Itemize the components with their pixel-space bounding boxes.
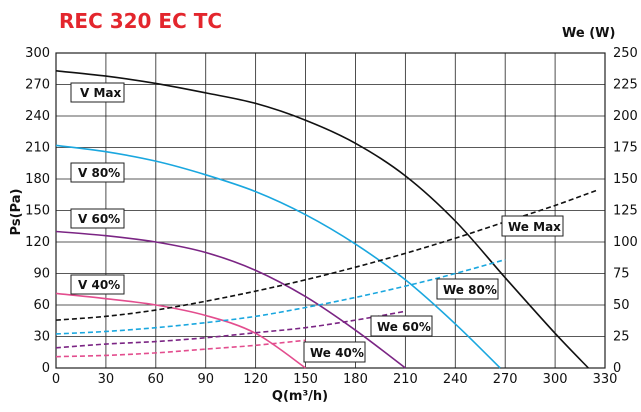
x-tick-label: 150 <box>293 372 318 387</box>
series-line-v-60 <box>55 230 406 369</box>
y2-tick-label: 225 <box>613 78 638 93</box>
y-tick-label: 0 <box>42 361 50 376</box>
x-tick-label: 120 <box>243 372 268 387</box>
label-v40: V 40% <box>70 274 125 295</box>
x-tick-label: 300 <box>543 372 568 387</box>
y2-tick-label: 150 <box>613 172 638 187</box>
y2-tick-label: 75 <box>613 267 630 282</box>
y2-tick-label: 125 <box>613 204 638 219</box>
series-line-we-80 <box>55 258 506 335</box>
y2-tick-label: 50 <box>613 298 630 313</box>
y-tick-label: 90 <box>33 267 50 282</box>
y-axis-title: Ps(Pa) <box>9 189 24 236</box>
x-tick-label: 90 <box>197 372 214 387</box>
label-wemax-text: We Max <box>508 220 561 234</box>
x-tick-label: 180 <box>343 372 368 387</box>
x-tick-label: 30 <box>98 372 115 387</box>
label-we60-text: We 60% <box>377 320 431 334</box>
y-tick-label: 120 <box>25 235 50 250</box>
series-line-v-max <box>55 70 589 369</box>
x-tick-label: 240 <box>443 372 468 387</box>
x-axis-title: Q(m³/h) <box>272 389 328 404</box>
y-tick-label: 30 <box>33 330 50 345</box>
series-line-we-max <box>55 189 597 321</box>
y2-tick-label: 200 <box>613 109 638 124</box>
series-line-we-40 <box>55 339 306 358</box>
x-tick-label: 330 <box>593 372 618 387</box>
label-we40: We 40% <box>303 341 366 363</box>
x-tick-label: 270 <box>493 372 518 387</box>
series-line-v-80 <box>55 144 501 369</box>
y2-tick-label: 100 <box>613 235 638 250</box>
label-v40-text: V 40% <box>78 278 120 292</box>
grid <box>55 52 606 369</box>
label-we60: We 60% <box>370 315 433 337</box>
label-wemax: We Max <box>501 215 564 237</box>
y-tick-label: 300 <box>25 46 50 61</box>
y-tick-label: 60 <box>33 298 50 313</box>
x-tick-label: 60 <box>148 372 165 387</box>
label-we80-text: We 80% <box>443 283 497 297</box>
series-line-we-60 <box>55 310 406 349</box>
x-tick-label: 0 <box>52 372 60 387</box>
label-vmax: V Max <box>70 82 125 103</box>
y2-tick-label: 175 <box>613 141 638 156</box>
y2-axis-title: We (W) <box>562 26 615 41</box>
y-tick-label: 210 <box>25 141 50 156</box>
label-we40-text: We 40% <box>310 346 364 360</box>
chart-title: REC 320 EC TC <box>59 9 222 33</box>
label-v60: V 60% <box>70 208 125 229</box>
y2-tick-label: 25 <box>613 330 630 345</box>
plot-frame <box>55 52 606 369</box>
y-tick-label: 240 <box>25 109 50 124</box>
label-v80: V 80% <box>70 162 125 183</box>
y2-tick-label: 0 <box>613 361 621 376</box>
label-vmax-text: V Max <box>80 86 122 100</box>
series-lines <box>55 70 597 369</box>
tick-labels: 0 30 60 90 120 150 180 210 240 270 300 330030609012… <box>25 46 638 387</box>
y-tick-label: 180 <box>25 172 50 187</box>
label-v80-text: V 80% <box>78 166 120 180</box>
series-line-v-40 <box>55 292 307 369</box>
label-we80: We 80% <box>436 278 499 300</box>
y2-tick-label: 250 <box>613 46 638 61</box>
y-tick-label: 270 <box>25 78 50 93</box>
label-v60-text: V 60% <box>78 212 120 226</box>
x-tick-label: 210 <box>393 372 418 387</box>
y-tick-label: 150 <box>25 204 50 219</box>
